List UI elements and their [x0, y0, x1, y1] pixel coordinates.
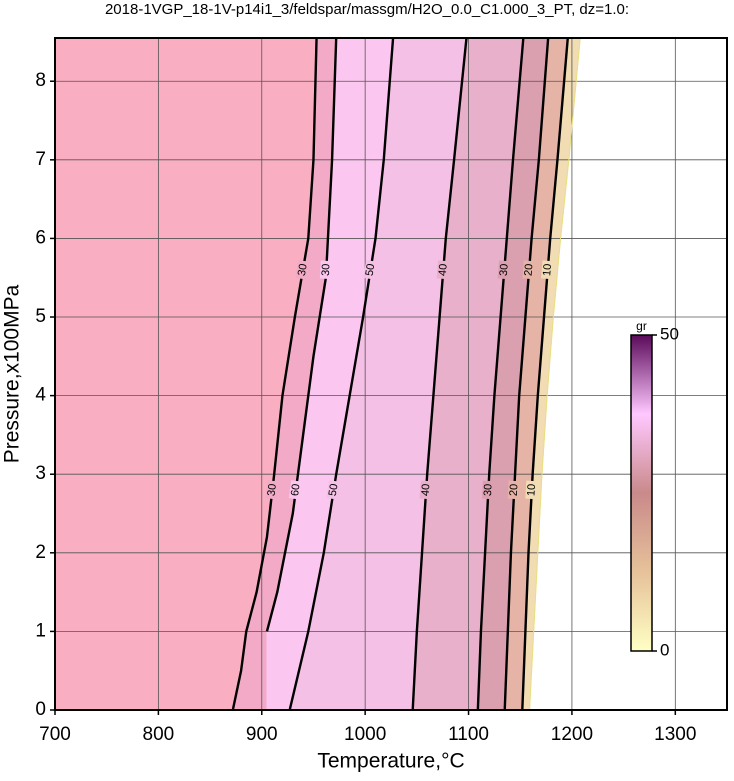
contour-label-bg: [525, 480, 539, 500]
y-tick-label: 7: [35, 149, 46, 170]
contour-line: [288, 38, 395, 710]
contour-label-bg: [419, 480, 433, 500]
contour-label: 40: [420, 483, 433, 496]
x-tick-label: 1200: [551, 724, 593, 745]
x-tick-label: 700: [39, 724, 71, 745]
contour-label-bg: [288, 480, 304, 500]
x-tick-label: 1100: [448, 724, 489, 745]
contour-label: 50: [364, 263, 378, 277]
contour-line: [476, 38, 525, 710]
y-axis-label: Pressure,x100MPa: [1, 284, 24, 463]
x-axis-label: Temperature,°C: [317, 750, 464, 773]
contour-label: 40: [437, 263, 450, 276]
contour-label-bg: [436, 260, 451, 280]
contour-line: [521, 38, 569, 710]
contour-line: [231, 38, 318, 710]
contour-label-bg: [319, 260, 333, 280]
y-tick-label: 0: [35, 699, 46, 720]
contour-label-bg: [265, 480, 280, 500]
plot-frame: [54, 37, 728, 711]
y-tick-label: 5: [35, 306, 46, 327]
x-tick-label: 1300: [654, 724, 696, 745]
contour-label: 50: [327, 483, 341, 497]
contour-label-bg: [481, 480, 495, 500]
x-tick-label: 1000: [344, 724, 386, 745]
contour-label: 10: [525, 483, 538, 496]
x-tick-label: 800: [143, 724, 175, 745]
field-edge: [529, 38, 581, 710]
overlay: 700 800 900 1000 1100 1200 1300 0 1 2 3 4 5 6 7 8 30 30 30…: [35, 70, 696, 745]
contour-line: [411, 38, 468, 710]
contour-label-bg: [295, 259, 311, 280]
contour-label: 30: [296, 263, 310, 277]
colorbar-tick-label: 50: [660, 324, 679, 343]
contour-label: 10: [541, 263, 554, 276]
contour-label: 20: [508, 483, 521, 496]
plot-area: [55, 38, 727, 710]
contour-label: 30: [266, 483, 279, 497]
y-tick-label: 4: [35, 385, 46, 406]
colorbar-label: gr: [636, 319, 647, 333]
x-tick-label: 900: [246, 724, 278, 745]
contour-label-bg: [326, 480, 342, 500]
contour-label-bg: [363, 260, 378, 280]
y-tick-label: 6: [35, 227, 46, 248]
contour-line: [503, 38, 550, 710]
y-tick-label: 1: [35, 620, 46, 641]
y-tick-label: 3: [35, 463, 46, 484]
contour-label: 60: [289, 483, 302, 497]
contour-label-bg: [497, 260, 511, 280]
colorbar-tick-label: 0: [660, 640, 669, 659]
contour-label: 20: [523, 263, 536, 276]
colorbar: [630, 334, 653, 652]
chart-title: 2018-1VGP_18-1V-p14i1_3/feldspar/massgm/…: [105, 1, 629, 18]
y-tick-label: 2: [35, 542, 46, 563]
contour-line: [265, 38, 338, 632]
contour-label: 30: [320, 263, 333, 276]
contour-label-bg: [541, 260, 555, 280]
contour-label: 30: [498, 263, 511, 276]
contour-label-bg: [507, 480, 521, 500]
contour-label-bg: [522, 260, 536, 280]
y-tick-label: 8: [35, 70, 46, 91]
contour-label: 30: [482, 483, 495, 496]
